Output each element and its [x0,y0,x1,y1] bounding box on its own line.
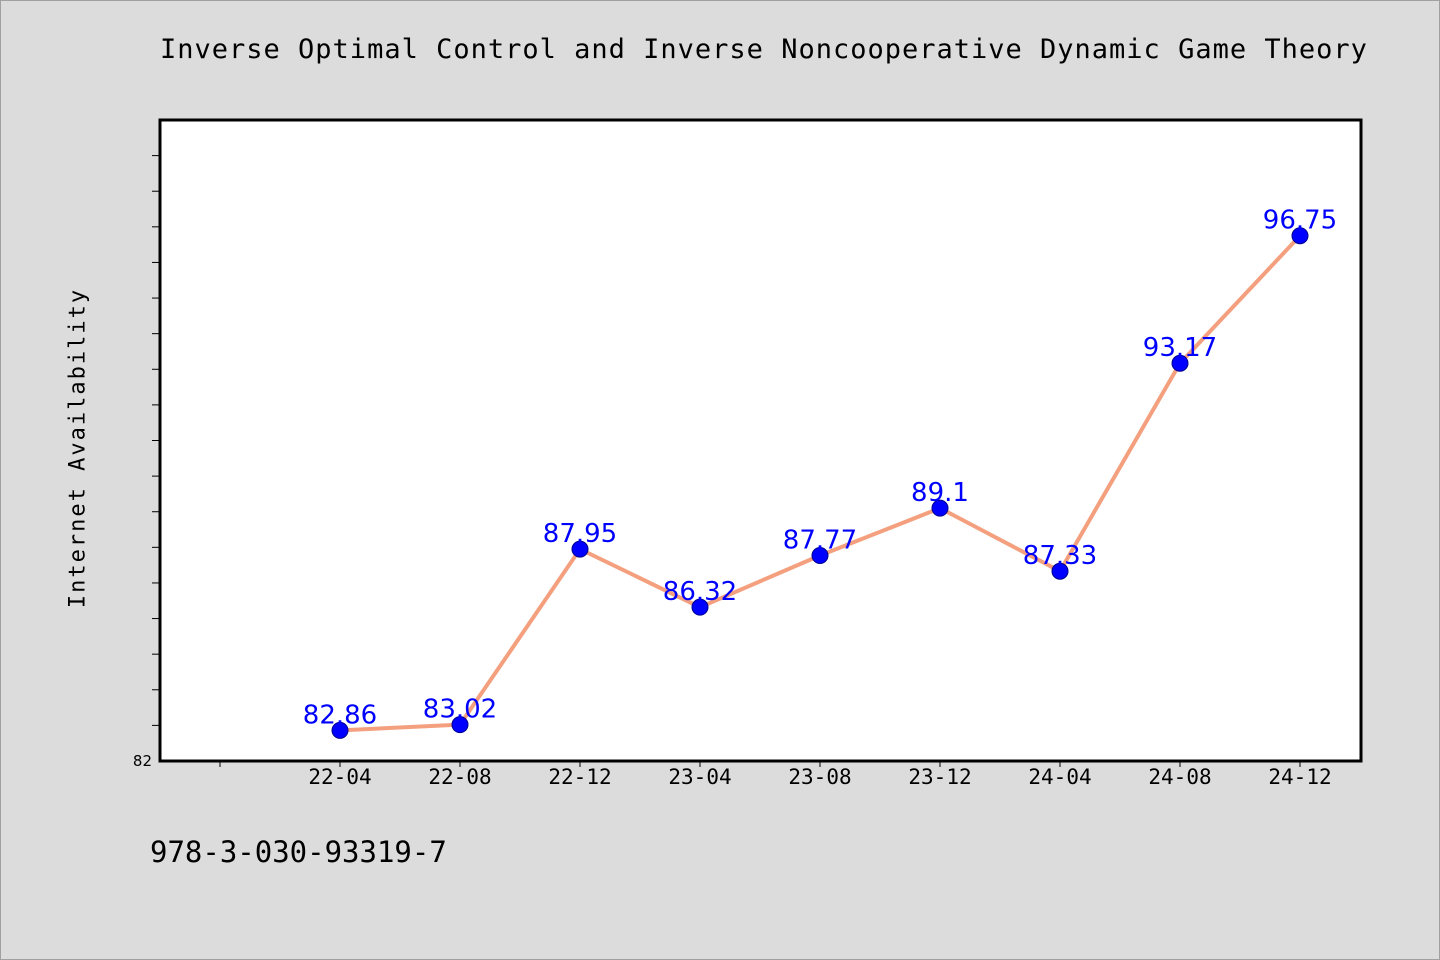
series-group [331,227,1309,739]
y-axis-ticks: 82 [133,155,160,770]
data-point [931,499,949,517]
data-point [691,598,709,616]
x-tick-label: 23-04 [668,765,731,789]
y-tick-label: 82 [133,752,152,770]
x-tick-label: 24-04 [1028,765,1091,789]
data-point [811,547,829,565]
footer-isbn: 978-3-030-93319-7 [150,835,447,869]
data-label: 89.1 [911,478,969,508]
data-label: 93.17 [1143,333,1217,363]
data-point [451,716,469,734]
data-label: 87.33 [1023,541,1097,571]
data-label: 96.75 [1263,206,1337,236]
data-point [1291,227,1309,245]
data-label: 82.86 [303,700,377,730]
data-label: 86.32 [663,577,737,607]
data-label: 87.77 [783,526,857,556]
data-label: 87.95 [543,519,617,549]
data-point [331,721,349,739]
x-axis-ticks: 22-04 22-08 22-12 23-04 23-08 23-12 24-04 24-08… [219,761,1332,789]
data-point [1051,562,1069,580]
x-tick-label: 22-12 [548,765,611,789]
data-label: 83.02 [423,695,497,725]
data-point [1171,354,1189,372]
data-labels-group: 82.86 83.02 87.95 86.32 87.77 89.1 87.33 93.17 9… [303,206,1337,731]
x-tick-label: 22-04 [308,765,371,789]
chart-title: Inverse Optimal Control and Inverse Nonc… [160,34,1368,65]
x-tick-label: 24-08 [1148,765,1211,789]
x-tick-label: 23-12 [908,765,971,789]
x-tick-label: 23-08 [788,765,851,789]
x-tick-label: 24-12 [1268,765,1331,789]
x-tick-label: 22-08 [428,765,491,789]
plot-area [158,118,1363,763]
data-point [571,540,589,558]
